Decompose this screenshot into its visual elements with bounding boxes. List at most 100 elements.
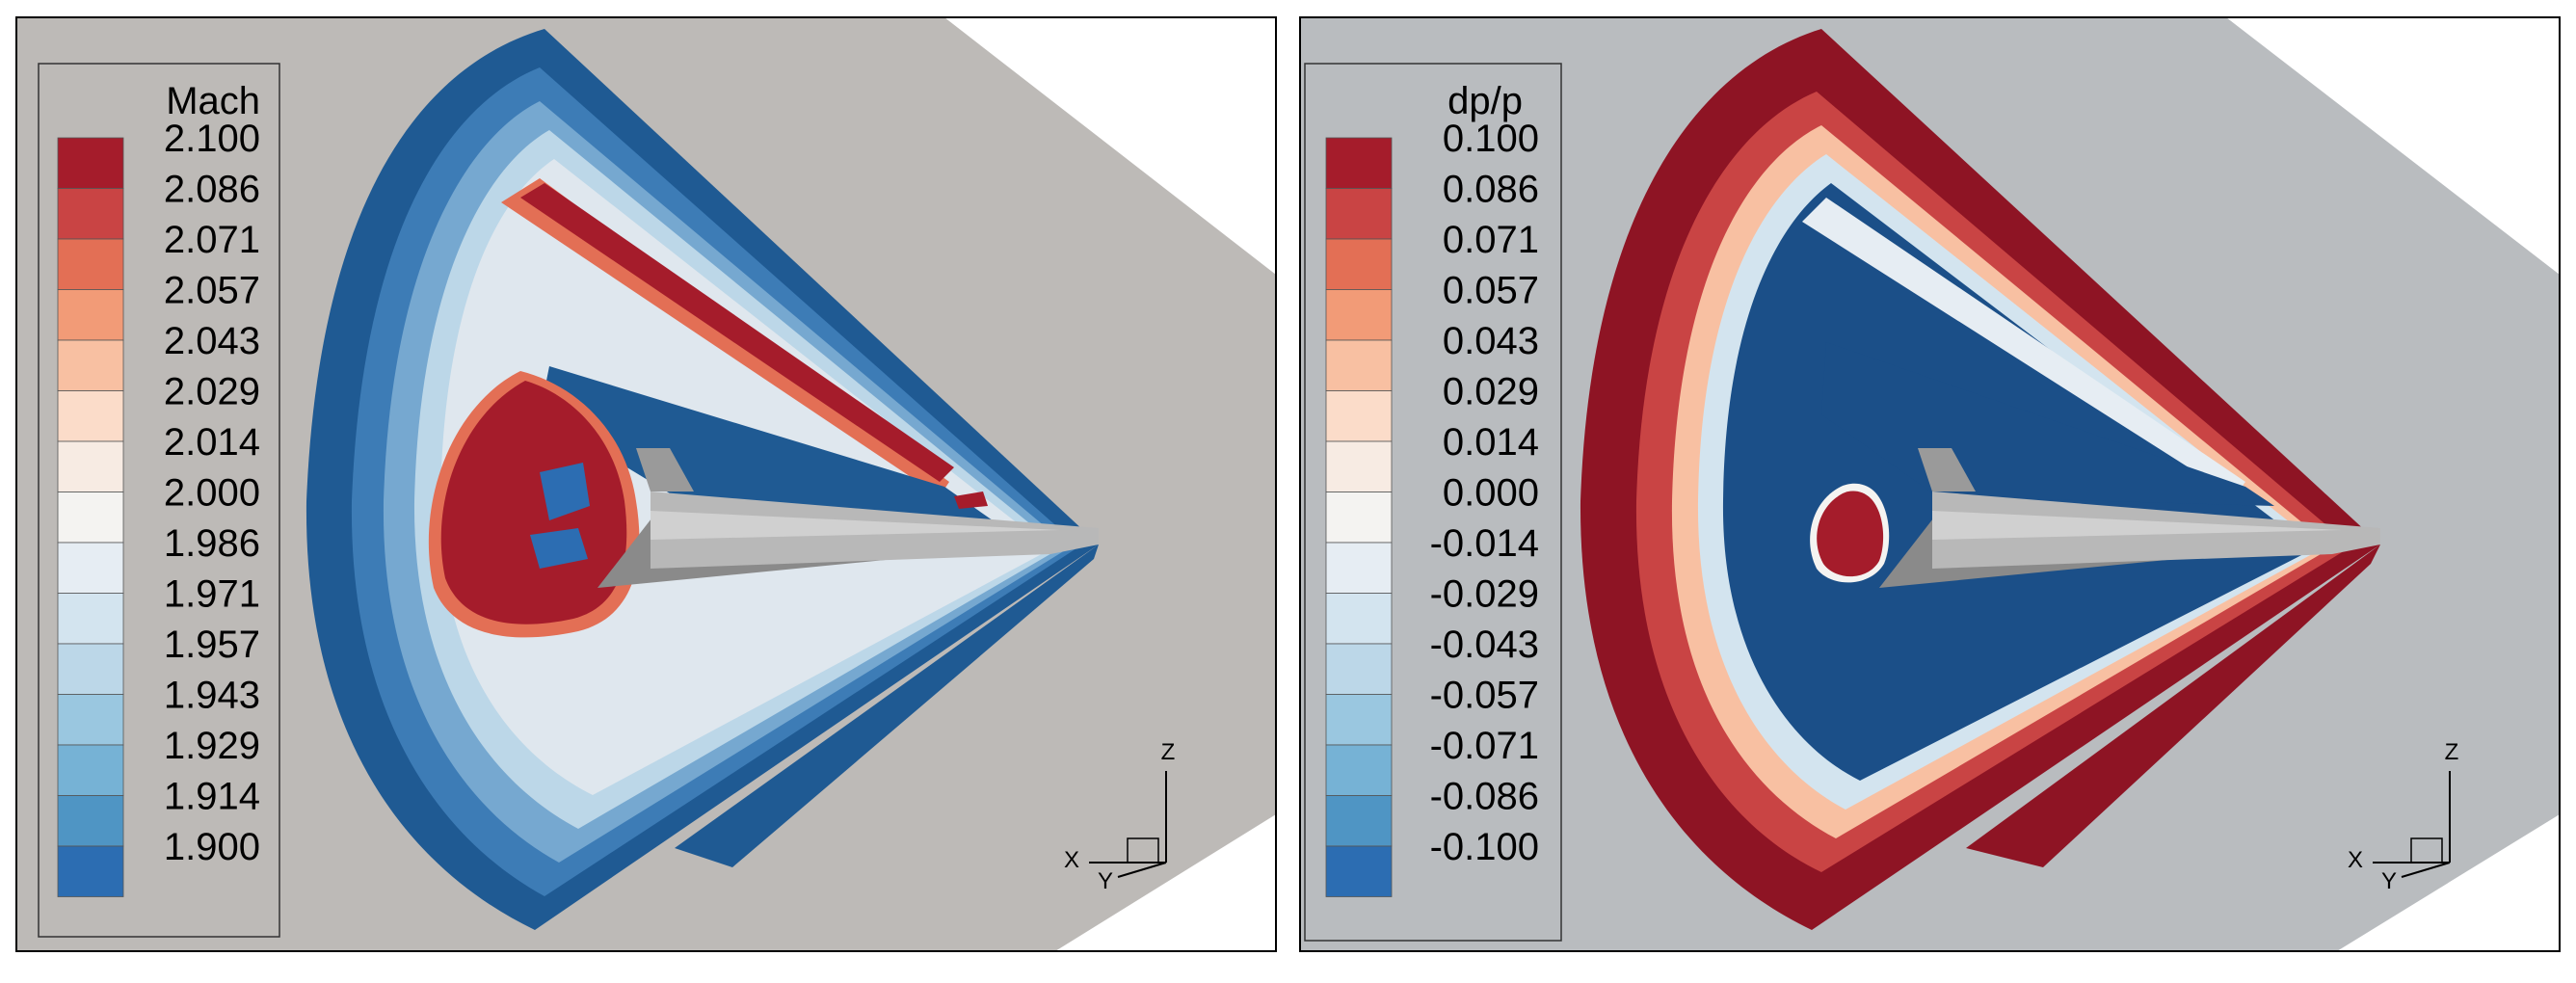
dpp-red-blob <box>1817 491 1884 577</box>
mach-legend-swatch <box>57 492 124 544</box>
dpp-legend-swatch <box>1325 643 1393 695</box>
dpp-legend-label: 0.071 <box>1443 219 1539 261</box>
mach-axis-cube <box>1127 837 1159 863</box>
panel-dpp: dp/p 0.100 0.086 0.071 0.057 0.043 0.029 0.014… <box>1299 16 2561 952</box>
dpp-legend-label: -0.043 <box>1430 624 1539 666</box>
dpp-legend-label: -0.057 <box>1430 675 1539 717</box>
mach-small-red-spot <box>954 492 988 509</box>
mach-legend-swatch <box>57 643 124 695</box>
mach-legend-label: 2.086 <box>164 169 260 211</box>
mach-z-label: Z <box>1161 739 1176 765</box>
mach-legend-swatch <box>57 289 124 341</box>
mach-red-blob <box>440 381 627 624</box>
mach-legend-label: 2.014 <box>164 421 260 464</box>
dpp-y-axis-line <box>2401 862 2451 878</box>
mach-aircraft <box>598 448 1099 588</box>
mach-legend-label: 2.029 <box>164 371 260 413</box>
dpp-legend-swatch <box>1325 440 1393 492</box>
dpp-legend-swatch <box>1325 188 1393 240</box>
dpp-legend-label: 0.014 <box>1443 421 1539 464</box>
dpp-legend-label: -0.014 <box>1430 522 1539 565</box>
mach-legend-swatch <box>57 238 124 290</box>
dpp-y-label: Y <box>2381 868 2397 894</box>
mach-x-label: X <box>1064 847 1079 873</box>
mach-legend-swatch <box>57 188 124 240</box>
mach-legend-label: 2.100 <box>164 118 260 160</box>
dpp-legend-swatch <box>1325 593 1393 645</box>
mach-plot-area <box>16 17 1276 951</box>
mach-legend-label: 1.971 <box>164 573 260 616</box>
mach-empty-corner-top <box>944 17 1276 275</box>
dpp-legend-swatch <box>1325 238 1393 290</box>
mach-lower-shock <box>675 545 1099 867</box>
dpp-lower-compression <box>1966 545 2380 867</box>
dpp-legend-swatch <box>1325 137 1393 189</box>
mach-upper-expansion <box>520 183 954 482</box>
dpp-legend-swatch <box>1325 542 1393 594</box>
panel-mach: Mach 2.100 2.086 2.071 2.057 2.043 2.029 2.014… <box>15 16 1277 952</box>
mach-legend: Mach 2.100 2.086 2.071 2.057 2.043 2.029 2.014… <box>38 63 280 938</box>
mach-y-axis-line <box>1117 862 1167 878</box>
mach-legend-label: 1.986 <box>164 522 260 565</box>
dpp-legend-label: -0.100 <box>1430 826 1539 868</box>
mach-legend-swatch <box>57 744 124 796</box>
mach-legend-swatch <box>57 137 124 189</box>
dpp-panel-frame <box>1299 16 2561 952</box>
dpp-plot-area <box>1300 17 2560 951</box>
dpp-legend-swatch <box>1325 744 1393 796</box>
dpp-legend-swatch <box>1325 694 1393 746</box>
mach-cone <box>305 29 1100 930</box>
mach-legend-swatch <box>57 795 124 847</box>
mach-axis-triad: Z X Y <box>1064 739 1175 894</box>
mach-legend-label: 1.900 <box>164 826 260 868</box>
mach-empty-corner-bottom <box>1055 814 1276 951</box>
mach-legend-label: 2.043 <box>164 320 260 362</box>
dpp-legend-label: -0.071 <box>1430 725 1539 767</box>
mach-legend-label: 2.000 <box>164 472 260 515</box>
mach-aircraft-tail <box>636 448 694 492</box>
dpp-legend-title: dp/p <box>1447 80 1523 122</box>
mach-legend-label: 1.929 <box>164 725 260 767</box>
mach-legend-title: Mach <box>166 80 260 122</box>
mach-legend-swatch <box>57 339 124 391</box>
dpp-empty-corner-bottom <box>2337 814 2560 951</box>
dpp-empty-corner-top <box>2226 17 2560 275</box>
mach-blob-hole-2 <box>530 528 588 569</box>
dpp-aircraft-highlight <box>1932 511 2342 540</box>
mach-y-label: Y <box>1098 868 1113 894</box>
mach-legend-label: 2.071 <box>164 219 260 261</box>
mach-legend-swatch <box>57 694 124 746</box>
dpp-z-label: Z <box>2445 739 2459 765</box>
mach-legend-swatch <box>57 593 124 645</box>
mach-legend-label: 1.957 <box>164 624 260 666</box>
dpp-cone <box>1580 29 2380 930</box>
dpp-legend-label: 0.000 <box>1443 472 1539 515</box>
dpp-legend-label: -0.086 <box>1430 776 1539 818</box>
dpp-legend-frame <box>1304 63 1562 942</box>
mach-legend-swatch <box>57 390 124 442</box>
dpp-axis-cube <box>2410 837 2443 863</box>
dpp-legend-label: -0.029 <box>1430 573 1539 616</box>
mach-legend-label: 1.914 <box>164 776 260 818</box>
mach-legend-label: 1.943 <box>164 675 260 717</box>
dpp-legend-label: 0.043 <box>1443 320 1539 362</box>
mach-legend-swatch <box>57 542 124 594</box>
dpp-legend-swatch <box>1325 339 1393 391</box>
mach-panel-frame <box>15 16 1277 952</box>
dpp-legend-swatch <box>1325 492 1393 544</box>
dpp-legend-label: 0.057 <box>1443 270 1539 312</box>
dpp-legend-swatch <box>1325 795 1393 847</box>
dpp-legend-label: 0.086 <box>1443 169 1539 211</box>
dpp-aircraft <box>1879 448 2380 588</box>
dpp-legend-label: 0.029 <box>1443 371 1539 413</box>
dpp-legend-swatch <box>1325 845 1393 897</box>
dpp-legend-label: 0.100 <box>1443 118 1539 160</box>
dpp-axis-triad: Z X Y <box>2348 739 2458 894</box>
dpp-x-label: X <box>2348 847 2363 873</box>
mach-legend-label: 2.057 <box>164 270 260 312</box>
mach-legend-swatch <box>57 440 124 492</box>
dpp-legend: dp/p 0.100 0.086 0.071 0.057 0.043 0.029 0.014… <box>1304 63 1562 942</box>
mach-aircraft-highlight <box>651 511 1060 540</box>
